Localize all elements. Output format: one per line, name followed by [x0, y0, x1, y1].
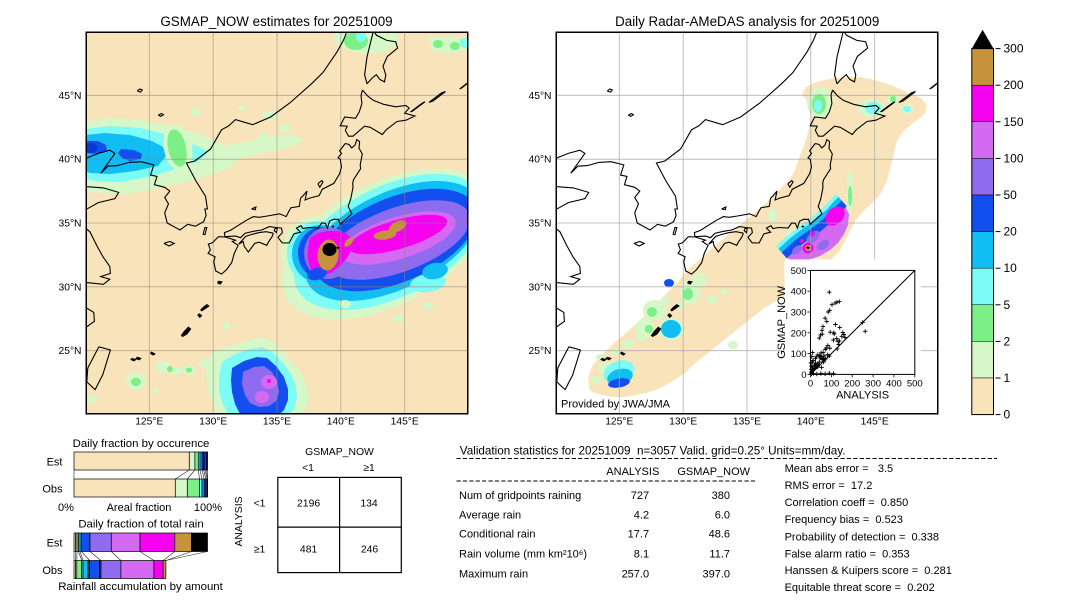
svg-text:140°E: 140°E: [797, 417, 825, 428]
svg-text:145°E: 145°E: [391, 417, 419, 428]
svg-text:45°N: 45°N: [58, 91, 81, 102]
svg-text:134: 134: [360, 499, 378, 510]
svg-text:Rainfall accumulation by amoun: Rainfall accumulation by amount: [58, 581, 223, 593]
svg-text:Obs: Obs: [42, 565, 63, 577]
svg-text:Conditional rain: Conditional rain: [459, 529, 535, 541]
svg-text:Frequency bias = 0.523: Frequency bias = 0.523: [785, 514, 903, 526]
svg-text:35°N: 35°N: [528, 219, 551, 230]
svg-text:Num of gridpoints raining: Num of gridpoints raining: [459, 490, 581, 502]
svg-text:GSMAP_NOW: GSMAP_NOW: [677, 466, 750, 478]
svg-text:246: 246: [361, 544, 379, 555]
svg-text:727: 727: [631, 490, 649, 502]
svg-text:10: 10: [1004, 261, 1018, 275]
svg-text:135°E: 135°E: [733, 417, 761, 428]
svg-text:40°N: 40°N: [528, 155, 551, 166]
svg-text:100: 100: [1004, 151, 1024, 165]
svg-text:5: 5: [1004, 298, 1011, 312]
svg-text:GSMAP_NOW estimates for 202510: GSMAP_NOW estimates for 20251009: [160, 14, 392, 29]
svg-text:Daily fraction of total rain: Daily fraction of total rain: [78, 519, 203, 531]
svg-text:1: 1: [1004, 371, 1011, 385]
svg-text:GSMAP_NOW: GSMAP_NOW: [305, 447, 374, 458]
svg-text:Provided by JWA/JMA: Provided by JWA/JMA: [561, 399, 671, 411]
svg-text:25°N: 25°N: [58, 346, 81, 357]
svg-text:145°E: 145°E: [861, 417, 889, 428]
svg-text:2: 2: [1004, 334, 1011, 348]
svg-text:397.0: 397.0: [702, 569, 730, 581]
svg-text:50: 50: [1004, 188, 1018, 202]
svg-text:0: 0: [801, 370, 806, 381]
svg-text:Daily Radar-AMeDAS analysis fo: Daily Radar-AMeDAS analysis for 20251009: [615, 14, 879, 29]
svg-text:11.7: 11.7: [709, 549, 730, 561]
svg-text:RMS error = 17.2: RMS error = 17.2: [785, 480, 873, 492]
svg-text:300: 300: [865, 378, 881, 389]
svg-text:Mean abs error = 3.5: Mean abs error = 3.5: [785, 463, 894, 475]
svg-text:≥1: ≥1: [254, 544, 266, 555]
svg-text:48.6: 48.6: [709, 529, 730, 541]
svg-text:Average rain: Average rain: [459, 509, 521, 521]
svg-text:125°E: 125°E: [605, 417, 633, 428]
svg-text:500: 500: [791, 266, 807, 277]
svg-text:Hanssen & Kuipers score = 0.2: Hanssen & Kuipers score = 0.281: [785, 565, 952, 577]
svg-text:Equitable threat score = 0.20: Equitable threat score = 0.202: [785, 582, 935, 594]
svg-text:130°E: 130°E: [669, 417, 697, 428]
svg-text:<1: <1: [302, 463, 314, 474]
svg-text:Rain volume (mm km²10⁶): Rain volume (mm km²10⁶): [459, 549, 587, 561]
svg-text:0: 0: [1004, 408, 1011, 422]
svg-text:257.0: 257.0: [622, 569, 650, 581]
svg-text:2196: 2196: [297, 499, 320, 510]
svg-text:135°E: 135°E: [263, 417, 291, 428]
svg-text:30°N: 30°N: [58, 282, 81, 293]
svg-text:False alarm ratio = 0.353: False alarm ratio = 0.353: [785, 548, 910, 560]
svg-text:Est: Est: [47, 457, 63, 469]
svg-text:150: 150: [1004, 115, 1024, 129]
svg-text:Probability of detection = 0.: Probability of detection = 0.338: [785, 531, 939, 543]
svg-text:Areal fraction: Areal fraction: [107, 502, 172, 514]
svg-text:0%: 0%: [58, 502, 74, 514]
svg-text:<1: <1: [254, 499, 266, 510]
svg-text:400: 400: [791, 287, 807, 298]
svg-text:ANALYSIS: ANALYSIS: [836, 389, 889, 401]
svg-text:380: 380: [712, 490, 730, 502]
svg-text:100%: 100%: [194, 502, 222, 514]
svg-text:200: 200: [791, 328, 807, 339]
svg-text:Est: Est: [47, 538, 63, 550]
svg-text:500: 500: [907, 378, 923, 389]
svg-text:481: 481: [300, 544, 318, 555]
svg-text:100: 100: [791, 349, 807, 360]
svg-text:ANALYSIS: ANALYSIS: [606, 466, 659, 478]
svg-text:Correlation coeff = 0.850: Correlation coeff = 0.850: [785, 497, 909, 509]
svg-text:45°N: 45°N: [528, 91, 551, 102]
svg-text:20: 20: [1004, 225, 1018, 239]
svg-text:130°E: 130°E: [199, 417, 227, 428]
svg-text:200: 200: [1004, 78, 1024, 92]
svg-text:6.0: 6.0: [715, 509, 730, 521]
svg-text:30°N: 30°N: [528, 282, 551, 293]
svg-text:Validation statistics for 2025: Validation statistics for 20251009 n=305…: [460, 445, 846, 458]
svg-text:Obs: Obs: [42, 484, 63, 496]
svg-text:0: 0: [808, 378, 813, 389]
svg-text:ANALYSIS: ANALYSIS: [234, 496, 245, 546]
svg-text:GSMAP_NOW: GSMAP_NOW: [776, 285, 788, 358]
svg-text:400: 400: [886, 378, 902, 389]
svg-text:300: 300: [1004, 42, 1024, 56]
svg-text:Daily fraction by occurence: Daily fraction by occurence: [73, 438, 210, 450]
svg-text:300: 300: [791, 308, 807, 319]
svg-text:8.1: 8.1: [634, 549, 649, 561]
svg-text:35°N: 35°N: [58, 219, 81, 230]
svg-text:17.7: 17.7: [628, 529, 649, 541]
svg-text:25°N: 25°N: [528, 346, 551, 357]
svg-text:40°N: 40°N: [58, 155, 81, 166]
svg-text:200: 200: [844, 378, 860, 389]
svg-text:125°E: 125°E: [135, 417, 163, 428]
svg-text:4.2: 4.2: [634, 509, 649, 521]
svg-text:Maximum rain: Maximum rain: [459, 569, 528, 581]
svg-text:100: 100: [823, 378, 839, 389]
svg-text:≥1: ≥1: [363, 463, 375, 474]
svg-text:140°E: 140°E: [327, 417, 355, 428]
